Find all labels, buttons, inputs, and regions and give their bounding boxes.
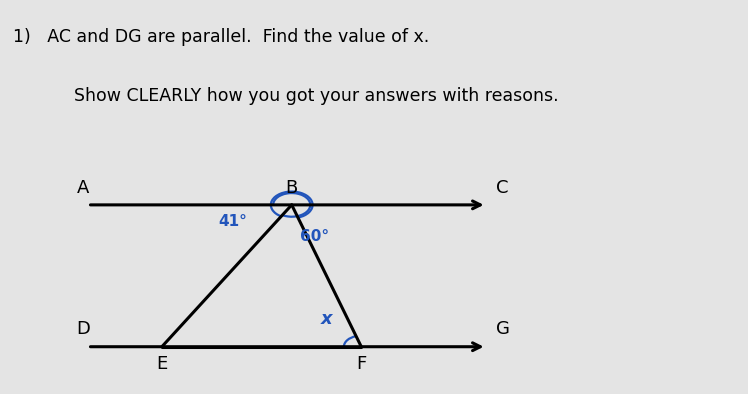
Text: 1)   AC and DG are parallel.  Find the value of x.: 1) AC and DG are parallel. Find the valu… (13, 28, 429, 46)
Text: F: F (356, 355, 367, 373)
Text: G: G (496, 320, 509, 338)
Text: 41°: 41° (218, 214, 248, 229)
Text: Show CLEARLY how you got your answers with reasons.: Show CLEARLY how you got your answers wi… (41, 87, 559, 105)
Text: E: E (156, 355, 168, 373)
Text: A: A (77, 178, 89, 197)
Text: x: x (321, 310, 332, 329)
Text: 60°: 60° (300, 229, 329, 244)
Text: B: B (286, 178, 298, 197)
Text: D: D (76, 320, 90, 338)
Text: C: C (497, 178, 509, 197)
